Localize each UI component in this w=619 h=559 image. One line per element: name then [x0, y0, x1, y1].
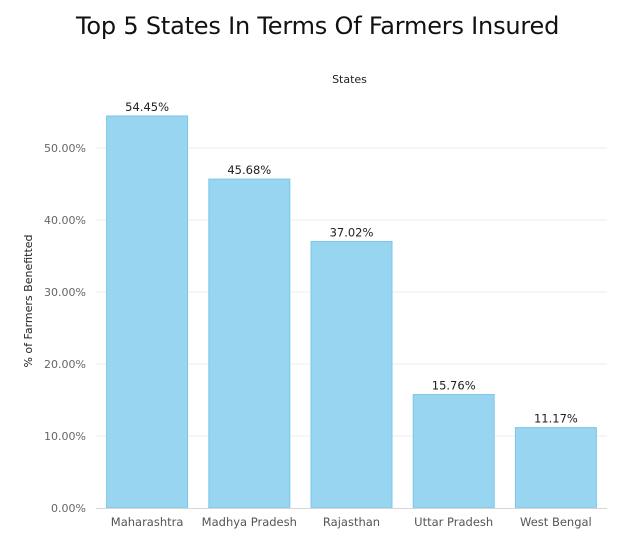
- bar: [208, 178, 291, 509]
- x-axis: Maharashtra Madhya Pradesh Rajasthan Uttar …: [96, 508, 607, 529]
- data-label: 15.76%: [432, 379, 476, 393]
- x-axis-title: States: [332, 73, 367, 86]
- chart-title: Top 5 States In Terms Of Farmers Insured: [76, 12, 560, 40]
- y-tick-label: 20.00%: [44, 358, 86, 371]
- y-tick-label: 50.00%: [44, 142, 86, 155]
- x-tick-label: Uttar Pradesh: [414, 515, 493, 529]
- y-tick-label: 10.00%: [44, 430, 86, 443]
- x-tick-label: Rajasthan: [323, 515, 380, 529]
- bar: [412, 394, 495, 509]
- x-tick-label: Madhya Pradesh: [202, 515, 297, 529]
- y-tick-label: 40.00%: [44, 214, 86, 227]
- bar: [514, 427, 597, 509]
- data-label: 45.68%: [227, 163, 271, 177]
- y-tick-label: 0.00%: [51, 502, 86, 515]
- y-axis-title: % of Farmers Benefitted: [22, 234, 35, 367]
- data-label: 37.02%: [330, 225, 374, 239]
- y-axis: 0.00% 10.00% 20.00% 30.00% 40.00% 50.00%: [44, 142, 86, 515]
- y-tick-label: 30.00%: [44, 286, 86, 299]
- x-tick-label: West Bengal: [520, 515, 592, 529]
- data-label: 11.17%: [534, 412, 578, 426]
- bar: [310, 240, 393, 509]
- bar: [106, 115, 189, 509]
- bars: 54.45% 45.68% 37.02% 15.76% 11.17%: [106, 100, 597, 509]
- data-label: 54.45%: [125, 100, 169, 114]
- x-tick-label: Maharashtra: [111, 515, 184, 529]
